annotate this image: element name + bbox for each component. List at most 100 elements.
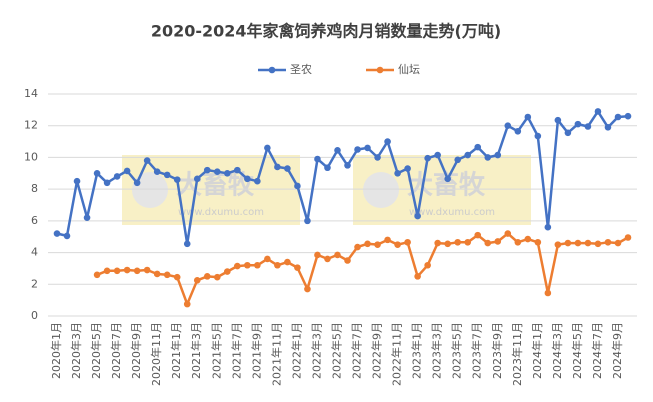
y-tick-label: 0 — [31, 309, 38, 322]
x-tick-label: 2021年11月 — [269, 322, 283, 386]
data-point — [574, 239, 582, 247]
x-tick-label: 2021年3月 — [189, 322, 203, 379]
data-point — [504, 230, 512, 237]
x-tick-label: 2021年1月 — [169, 322, 183, 379]
y-tick-label: 4 — [31, 246, 38, 259]
data-point — [334, 251, 341, 259]
data-point — [223, 268, 231, 275]
x-tick-label: 2024年9月 — [610, 322, 624, 379]
data-point — [274, 163, 281, 171]
data-point — [143, 157, 151, 164]
data-point — [414, 273, 421, 280]
x-tick-label: 2023年11月 — [510, 322, 524, 386]
data-point — [193, 175, 201, 183]
data-point — [514, 238, 522, 246]
data-point — [604, 124, 612, 131]
data-point — [464, 151, 472, 159]
data-point — [624, 112, 632, 120]
data-point — [234, 262, 241, 270]
data-point — [364, 240, 371, 248]
data-point — [183, 300, 191, 308]
watermark-logo — [132, 172, 168, 208]
x-tick-label: 2024年7月 — [590, 322, 604, 379]
y-tick-label: 10 — [24, 150, 38, 163]
legend-label: 圣农 — [290, 62, 312, 76]
data-point — [324, 164, 331, 172]
x-tick-label: 2023年1月 — [410, 322, 424, 379]
data-point — [454, 238, 462, 246]
data-point — [544, 289, 552, 297]
series-line — [56, 110, 629, 246]
chart-title: 2020-2024年家禽饲养鸡肉月销数量走势(万吨) — [151, 22, 501, 41]
data-point — [444, 240, 451, 248]
data-point — [564, 239, 572, 247]
data-point — [394, 241, 401, 248]
data-point — [384, 236, 391, 244]
data-point — [454, 156, 462, 164]
data-point — [113, 173, 121, 180]
data-point — [53, 230, 61, 237]
data-point — [344, 257, 351, 264]
data-point — [584, 239, 592, 247]
data-point — [464, 238, 472, 246]
data-point — [524, 235, 532, 243]
x-tick-label: 2022年5月 — [329, 322, 343, 379]
data-point — [514, 127, 522, 135]
data-point — [414, 212, 421, 220]
data-point — [614, 113, 622, 121]
data-point — [594, 240, 602, 248]
data-point — [334, 146, 341, 154]
data-point — [354, 243, 361, 251]
data-point — [554, 241, 562, 248]
watermark-url: www.dxumu.com — [178, 207, 264, 218]
data-point — [244, 261, 251, 269]
x-tick-label: 2023年5月 — [450, 322, 464, 379]
data-point — [133, 179, 141, 187]
data-point — [614, 239, 622, 247]
x-tick-label: 2021年7月 — [229, 322, 243, 379]
data-point — [173, 273, 181, 281]
x-tick-label: 2022年3月 — [309, 322, 323, 379]
x-tick-label: 2022年7月 — [350, 322, 364, 379]
x-tick-label: 2020年5月 — [89, 322, 103, 379]
x-tick-label: 2020年1月 — [49, 322, 63, 379]
x-tick-label: 2022年9月 — [370, 322, 384, 379]
legend-marker — [376, 66, 384, 74]
data-point — [103, 179, 111, 187]
data-point — [474, 143, 482, 151]
data-point — [494, 151, 502, 159]
data-point — [254, 261, 261, 269]
data-point — [213, 273, 221, 281]
watermark-logo — [363, 172, 399, 208]
data-point — [374, 241, 381, 248]
data-point — [294, 264, 301, 271]
data-point — [304, 285, 311, 293]
data-point — [554, 116, 562, 124]
data-point — [394, 169, 401, 177]
data-point — [294, 182, 301, 190]
data-point — [113, 267, 121, 275]
series-line — [96, 232, 629, 306]
data-point — [504, 122, 512, 130]
x-tick-label: 2020年11月 — [149, 322, 163, 386]
x-tick-label: 2021年9月 — [249, 322, 263, 379]
data-point — [133, 267, 141, 275]
data-point — [223, 169, 231, 177]
x-tick-label: 2023年9月 — [490, 322, 504, 379]
data-point — [314, 251, 321, 259]
data-point — [374, 154, 381, 161]
data-point — [143, 266, 151, 274]
data-point — [173, 176, 181, 183]
y-tick-label: 2 — [31, 277, 38, 290]
x-tick-label: 2023年7月 — [470, 322, 484, 379]
data-point — [534, 238, 542, 246]
data-point — [604, 238, 612, 246]
data-point — [93, 271, 101, 279]
data-point — [234, 166, 241, 174]
data-point — [444, 175, 451, 183]
data-point — [284, 258, 291, 266]
data-point — [123, 266, 131, 274]
data-point — [244, 175, 251, 183]
data-point — [584, 123, 592, 130]
watermark-url: www.dxumu.com — [409, 207, 495, 218]
